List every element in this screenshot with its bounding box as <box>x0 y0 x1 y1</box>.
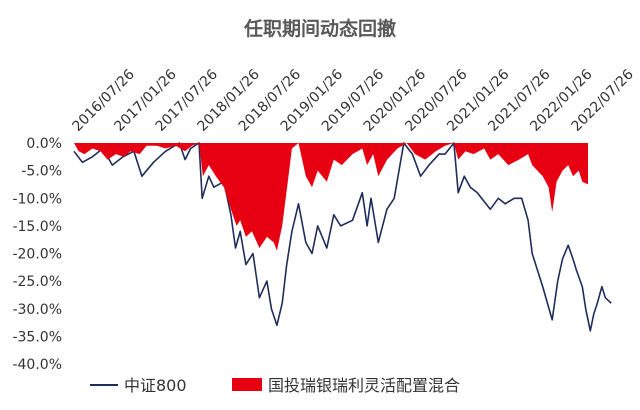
plot-area <box>73 142 612 332</box>
legend-label-csi800: 中证800 <box>124 376 187 395</box>
y-tick-label: -30.0% <box>12 302 62 318</box>
legend-label-fund: 国投瑞银瑞利灵活配置混合 <box>268 376 460 395</box>
legend: 中证800 国投瑞银瑞利灵活配置混合 <box>90 376 460 395</box>
series-line-csi800 <box>73 142 612 332</box>
y-tick-label: -5.0% <box>21 164 62 180</box>
chart-title: 任职期间动态回撤 <box>243 17 396 40</box>
y-tick-label: -20.0% <box>12 247 62 263</box>
y-tick-label: -25.0% <box>12 274 62 290</box>
legend-swatch-fund <box>232 378 262 391</box>
y-tick-label: -15.0% <box>12 219 62 235</box>
series-area-fund <box>74 143 588 251</box>
y-tick-label: -35.0% <box>12 329 62 345</box>
y-tick-label: -40.0% <box>12 357 62 373</box>
y-axis-ticks: 0.0% -5.0% -10.0% -15.0% -20.0% -25.0% -30.0% -… <box>12 136 62 373</box>
x-axis-ticks: 2016/07/262017/01/262017/07/262018/01/26… <box>70 66 637 134</box>
y-tick-label: -10.0% <box>12 191 62 207</box>
y-tick-label: 0.0% <box>26 136 62 152</box>
